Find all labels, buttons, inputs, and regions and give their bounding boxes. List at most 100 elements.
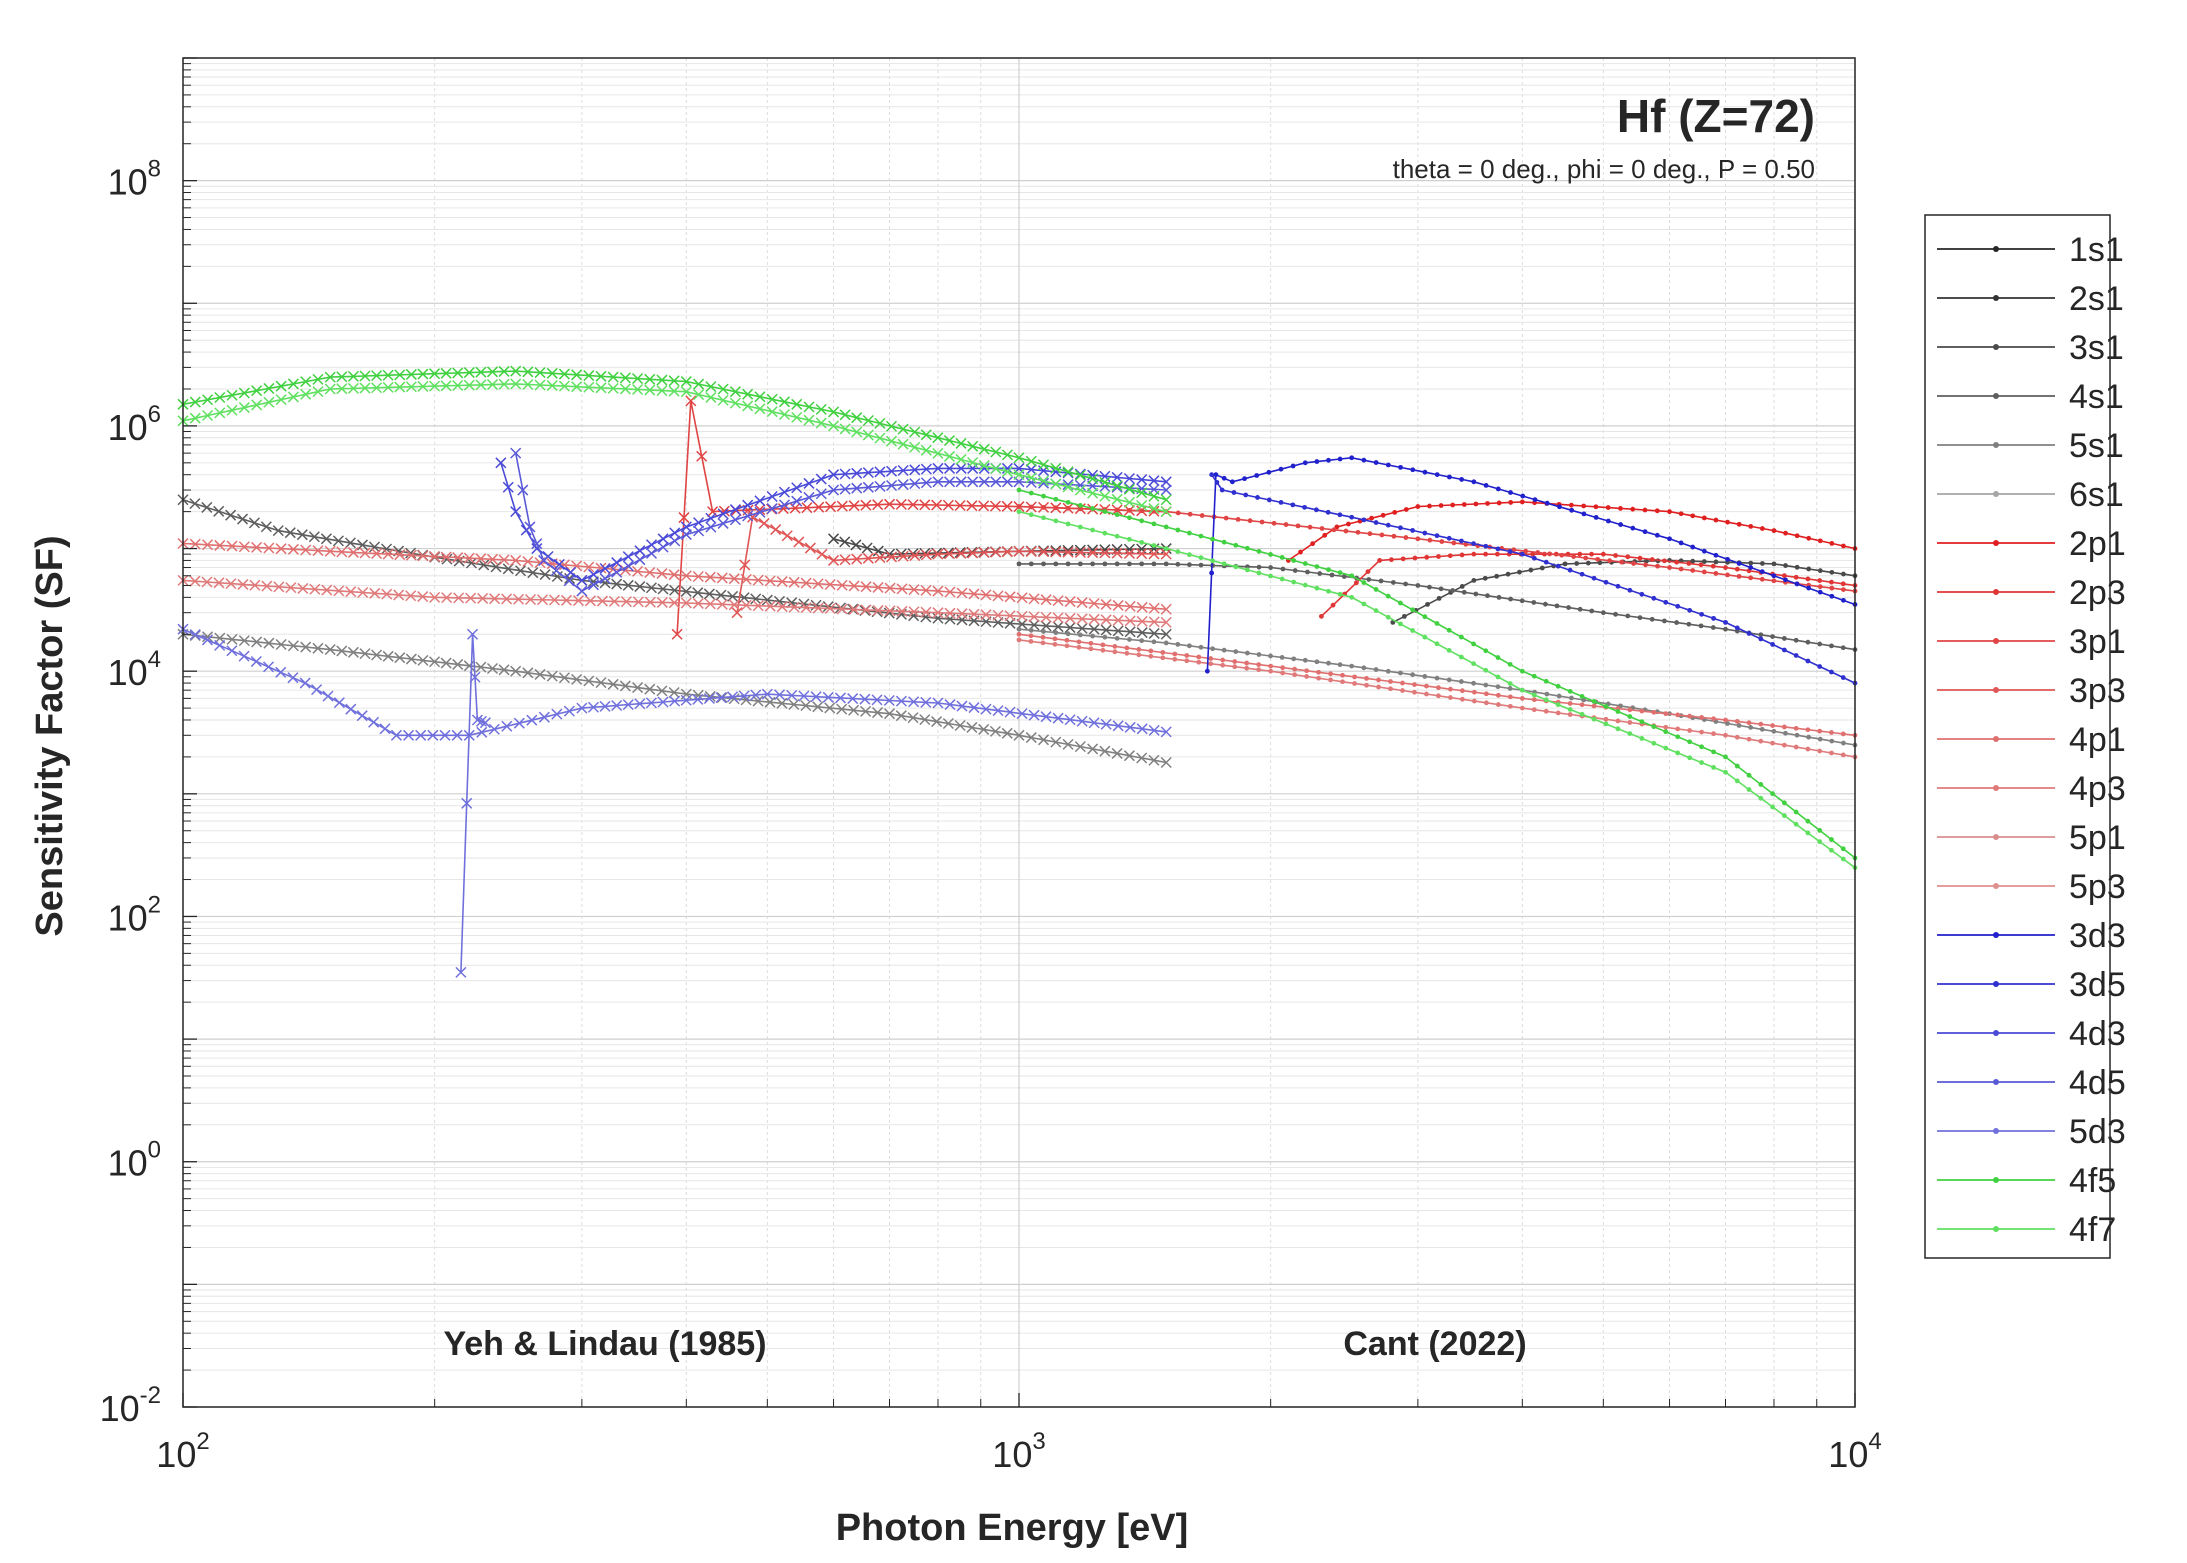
data-point-4f5 <box>729 386 741 398</box>
data-point-4p3 <box>764 600 776 612</box>
data-point-3p1 <box>813 501 825 513</box>
data-point-5d3 <box>368 716 380 728</box>
data-point-5d3 <box>479 717 491 729</box>
data-point-3p1 <box>1235 517 1241 522</box>
data-point-3p1 <box>1259 519 1265 525</box>
data-point-4s1 <box>332 535 344 547</box>
data-point-4f5 <box>1221 539 1227 545</box>
data-point-3s1 <box>1482 575 1488 581</box>
data-point-4p3 <box>345 586 357 598</box>
data-point-4d5 <box>645 547 658 559</box>
chart-title: Hf (Z=72) <box>1617 90 1815 142</box>
data-point-3s1 <box>1471 577 1477 583</box>
data-point-5d3 <box>345 703 357 715</box>
data-point-3d5 <box>1615 583 1621 589</box>
data-point-3s1 <box>1562 561 1568 567</box>
legend-item-2p1: 2p1 <box>1937 525 2126 563</box>
data-point-3d3 <box>1447 474 1452 480</box>
data-point-5s1 <box>1458 679 1464 684</box>
data-point-4p3 <box>1603 716 1609 722</box>
data-point-3d3 <box>1520 493 1526 499</box>
data-point-4f7 <box>1127 536 1132 542</box>
y-tick-label-base: 10 <box>108 407 148 448</box>
data-point-4f5 <box>394 369 406 381</box>
data-point-3s1 <box>1643 558 1649 564</box>
data-point-4s1 <box>490 561 502 573</box>
data-point-3d3 <box>1605 518 1611 524</box>
data-point-5s1 <box>824 702 836 714</box>
data-point-3s1 <box>1794 564 1800 570</box>
data-point-3d3 <box>1204 668 1210 674</box>
data-point-5s1 <box>883 708 896 720</box>
data-point-5d3 <box>311 684 323 696</box>
y-tick-label: 100 <box>108 1137 161 1184</box>
data-point-4f5 <box>1136 487 1148 499</box>
data-point-5s1 <box>1123 750 1135 762</box>
data-point-5s1 <box>202 631 214 643</box>
data-point-3p1 <box>1065 505 1071 511</box>
data-point-4f7 <box>226 404 238 416</box>
data-point-3d3 <box>1748 565 1754 570</box>
data-point-4s1 <box>1805 639 1811 645</box>
data-point-4p1 <box>1016 631 1022 637</box>
data-point-4p3 <box>932 607 944 619</box>
data-point-3d5 <box>1446 535 1452 541</box>
data-point-5s1 <box>966 721 978 733</box>
data-point-4f7 <box>967 456 979 469</box>
data-point-4s1 <box>1403 581 1409 587</box>
data-point-4p3 <box>692 597 704 609</box>
data-point-4f5 <box>1471 641 1476 647</box>
data-point-3s1 <box>828 533 840 545</box>
data-point-4p1 <box>1052 636 1058 642</box>
data-point-4d3 <box>1074 468 1086 480</box>
legend-swatch-marker <box>1993 540 1999 546</box>
data-point-3d5 <box>1567 567 1573 573</box>
data-point-3d3 <box>1221 475 1227 481</box>
x-tick-label: 102 <box>156 1428 209 1475</box>
data-point-4f7 <box>1398 621 1403 627</box>
data-point-4f7 <box>1711 764 1716 770</box>
data-point-4f5 <box>1746 772 1752 778</box>
data-point-4p1 <box>776 576 788 588</box>
data-point-4f5 <box>1507 661 1513 667</box>
data-point-5d3 <box>932 697 944 709</box>
data-point-3p1 <box>801 502 813 514</box>
data-point-4f7 <box>943 450 955 462</box>
data-point-4f7 <box>1349 594 1355 600</box>
data-point-4f5 <box>1805 818 1811 824</box>
data-point-5d3 <box>526 714 538 726</box>
data-point-4f7 <box>452 379 464 392</box>
data-point-4s1 <box>344 537 356 549</box>
data-point-4f5 <box>656 374 668 386</box>
legend-label-4d5: 4d5 <box>2069 1064 2126 1102</box>
data-point-4s1 <box>1280 566 1286 572</box>
data-point-5d3 <box>859 693 871 705</box>
data-point-3d5 <box>1651 595 1657 601</box>
data-point-3d5 <box>1385 522 1391 528</box>
data-point-4p1 <box>1052 595 1064 607</box>
legend-swatch-marker <box>1993 883 1999 889</box>
data-point-4s1 <box>1554 603 1560 609</box>
data-point-5d3 <box>189 629 201 641</box>
data-point-2p3 <box>1781 573 1787 579</box>
data-point-4p1 <box>1280 665 1286 671</box>
data-point-3s1 <box>1829 569 1835 575</box>
data-point-4f5 <box>1087 473 1099 485</box>
data-point-4p1 <box>1088 640 1094 646</box>
data-point-3d5 <box>1639 591 1645 597</box>
data-point-4f5 <box>978 443 990 455</box>
data-point-5d3 <box>786 689 798 701</box>
data-point-5d3 <box>262 661 275 673</box>
data-point-4f7 <box>656 385 668 397</box>
data-point-2p3 <box>1698 562 1704 568</box>
legend-swatch-marker <box>1993 246 1999 252</box>
data-point-4d3 <box>754 495 766 507</box>
series-4d5 <box>510 447 1172 597</box>
data-point-4s1 <box>1829 643 1834 649</box>
data-point-3p1 <box>1713 571 1719 576</box>
data-point-4p1 <box>371 548 383 560</box>
data-point-5d3 <box>1088 717 1100 729</box>
data-point-5s1 <box>860 705 872 717</box>
data-point-5s1 <box>1127 637 1132 642</box>
data-point-3d3 <box>1841 597 1846 603</box>
